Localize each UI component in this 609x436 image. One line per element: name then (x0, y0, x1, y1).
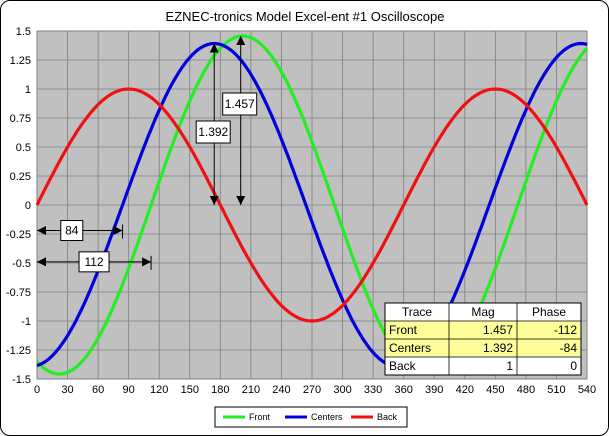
annotation-84: 84 (37, 220, 124, 242)
arrow-head (209, 196, 219, 205)
annotation-1-392: 1.392 (195, 43, 231, 205)
x-tick-label: 480 (517, 384, 535, 396)
table-header-cell: Trace (402, 305, 433, 319)
y-tick-label: 0 (25, 200, 31, 212)
annotation-label-box (78, 251, 110, 273)
y-tick-label: 1.5 (16, 26, 31, 38)
y-tick-label: 0.25 (10, 171, 31, 183)
x-tick-label: 210 (242, 384, 260, 396)
x-tick-label: 450 (486, 384, 504, 396)
x-tick-label: 420 (456, 384, 474, 396)
series-line-centers (36, 41, 588, 369)
arrow-head (142, 257, 152, 267)
axis-tick-labels: 0 30 60 90 120 150 180 210 240 270 300 330 360 390 420… (6, 26, 596, 396)
series-lines (35, 34, 589, 376)
table-border (384, 302, 582, 376)
x-tick-label: 30 (61, 384, 73, 396)
table-row-highlight (385, 339, 581, 357)
y-tick-label: -0.75 (6, 287, 31, 299)
table-cell: Centers (389, 341, 431, 355)
table-cell: 1.392 (483, 341, 513, 355)
legend-label-back: Back (377, 412, 398, 422)
annotation-label: 112 (84, 255, 103, 269)
x-tick-label: 390 (425, 384, 443, 396)
arrow-head (209, 43, 219, 53)
arrow-head (236, 35, 246, 45)
table-header-cell: Mag (471, 305, 494, 319)
x-tick-label: 150 (181, 384, 199, 396)
arrow-head (37, 257, 46, 267)
y-tick-label: -0.25 (6, 229, 31, 241)
x-tick-label: 240 (272, 384, 290, 396)
annotation-112: 112 (37, 251, 152, 273)
x-tick-label: 180 (211, 384, 229, 396)
arrow-head (113, 226, 123, 236)
table-cell: Back (389, 359, 417, 373)
y-tick-label: -1 (21, 316, 31, 328)
x-tick-label: 540 (578, 384, 596, 396)
y-tick-label: -1.25 (6, 345, 31, 357)
x-tick-label: 60 (92, 384, 104, 396)
annotation-1-457: 1.457 (222, 35, 258, 205)
annotation-label-box (195, 120, 231, 144)
x-tick-label: 360 (394, 384, 412, 396)
y-tick-label: 1 (25, 84, 31, 96)
table-cell: -112 (554, 323, 577, 337)
x-tick-label: 510 (547, 384, 565, 396)
series-line-back (35, 87, 589, 323)
legend-box (214, 406, 408, 428)
table-cell: Front (389, 323, 418, 337)
x-tick-label: 330 (364, 384, 382, 396)
legend-label-centers: Centers (311, 412, 343, 422)
table-cell: 0 (570, 359, 577, 373)
y-tick-label: 1.25 (10, 55, 31, 67)
y-tick-label: 0.75 (10, 113, 31, 125)
table-cell: 1 (506, 359, 513, 373)
legend: Front Centers Back (214, 406, 408, 428)
legend-label-front: Front (249, 412, 271, 422)
x-tick-label: 0 (34, 384, 40, 396)
annotation-label: 1.392 (198, 125, 228, 139)
annotation-label: 84 (65, 224, 79, 238)
table-cell: -84 (560, 341, 578, 355)
table-row-highlight (385, 321, 581, 339)
data-table: Trace Mag Phase Front 1.457 -112 Centers 1.392 -… (384, 302, 582, 376)
annotations: 1.457 1.392 84 112 (37, 35, 258, 273)
annotation-label-box (222, 92, 258, 116)
table-cell: 1.457 (483, 323, 513, 337)
x-tick-label: 270 (303, 384, 321, 396)
chart-title: EZNEC-tronics Model Excel-ent #1 Oscillo… (166, 9, 445, 24)
x-tick-label: 120 (150, 384, 168, 396)
y-tick-label: -0.5 (12, 258, 31, 270)
x-tick-label: 90 (123, 384, 135, 396)
series-line-front (35, 34, 589, 376)
arrow-head (236, 196, 246, 205)
annotation-label: 1.457 (225, 97, 255, 111)
x-tick-label: 300 (333, 384, 351, 396)
arrow-head (37, 226, 46, 236)
annotation-label-box (60, 220, 84, 242)
table-header-cell: Phase (532, 305, 566, 319)
y-tick-label: 0.5 (16, 142, 31, 154)
y-tick-label: -1.5 (12, 374, 31, 386)
